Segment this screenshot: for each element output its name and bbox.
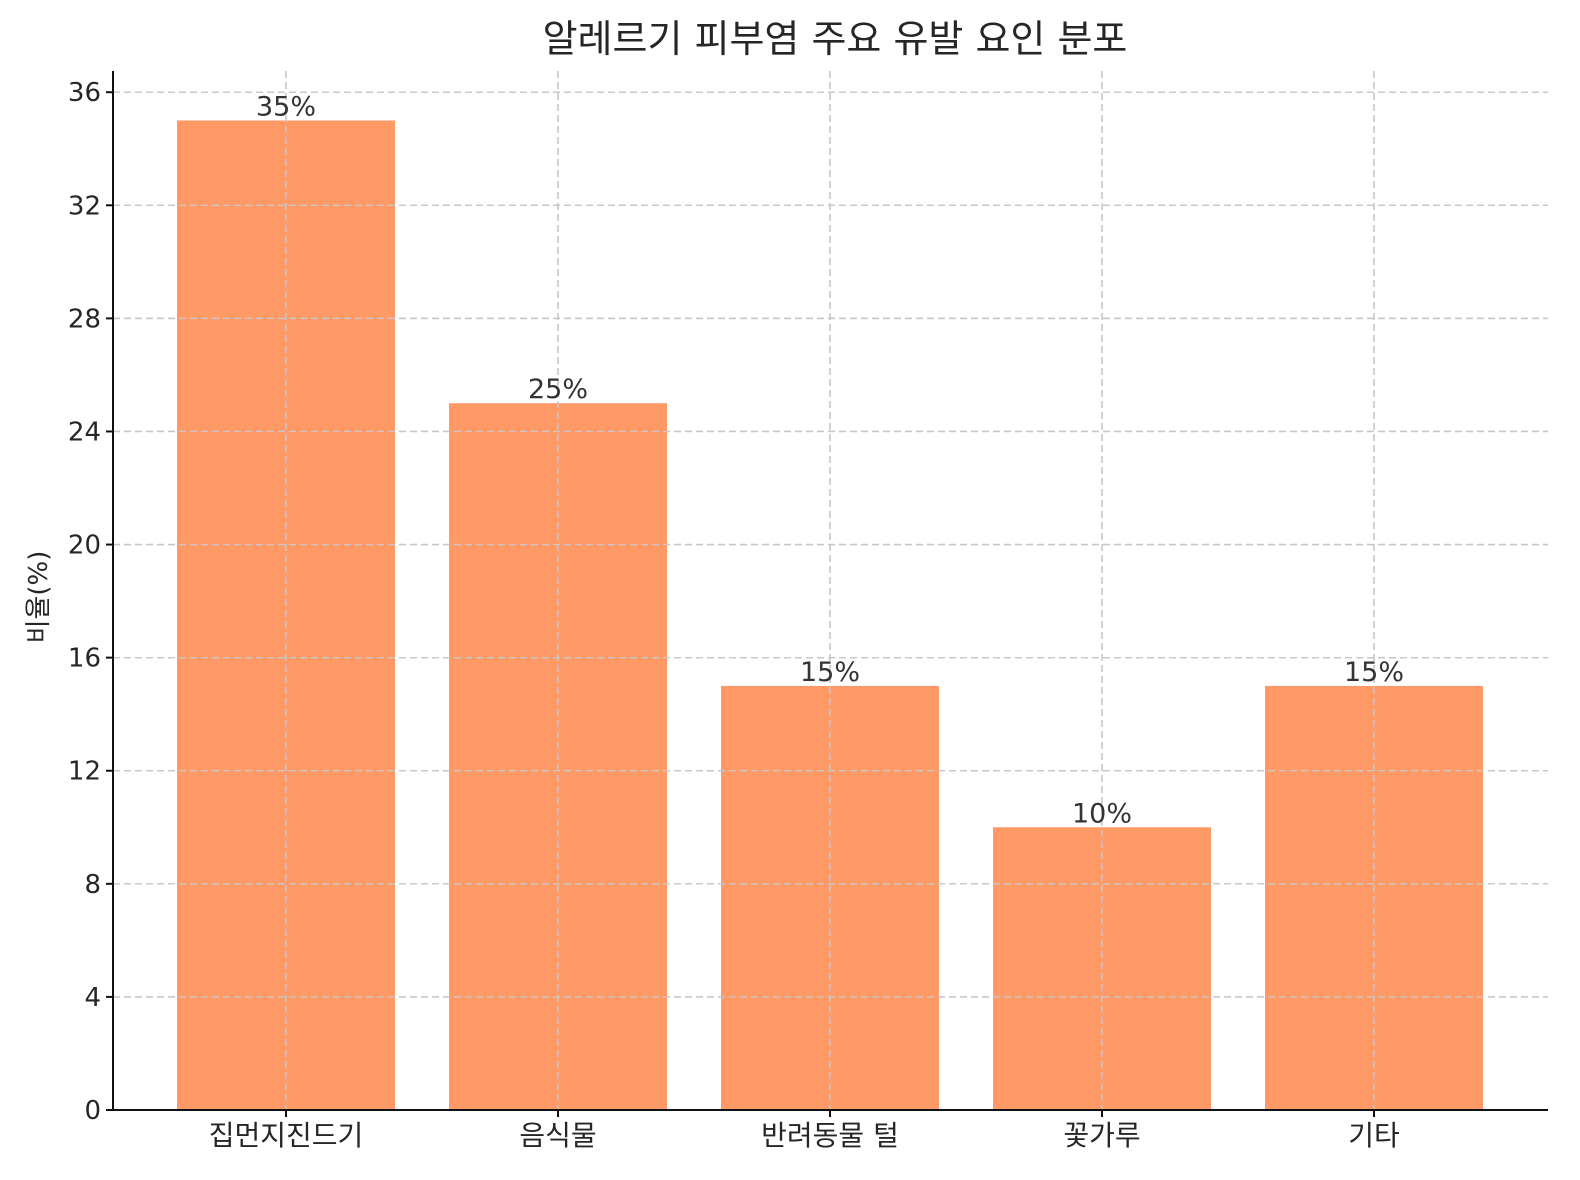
- y-tick-label: 12: [68, 757, 101, 787]
- y-tick-label: 28: [68, 304, 101, 334]
- data-label: 35%: [256, 91, 316, 122]
- x-tick-label: 꽃가루: [1063, 1119, 1140, 1152]
- x-tick-label: 반려동물 털: [761, 1119, 899, 1152]
- y-tick-label: 36: [68, 78, 101, 108]
- x-tick-label: 집먼지진드기: [209, 1119, 364, 1152]
- data-label: 25%: [528, 374, 588, 405]
- y-tick-label: 32: [68, 191, 101, 221]
- y-tick-label: 20: [68, 531, 101, 561]
- data-label: 15%: [800, 657, 860, 688]
- y-tick-label: 24: [68, 417, 101, 447]
- y-axis-ticks: 0 4 8 12 16 20 24 28 32 36: [68, 78, 1548, 1126]
- y-tick-label: 16: [68, 644, 101, 674]
- y-tick-label: 8: [84, 870, 101, 900]
- y-tick-label: 0: [84, 1096, 101, 1126]
- y-axis-label: 비율(%): [24, 551, 54, 644]
- chart-title: 알레르기 피부염 주요 유발 요인 분포: [543, 17, 1128, 61]
- data-label: 15%: [1344, 657, 1404, 688]
- data-label: 10%: [1072, 798, 1132, 829]
- x-tick-label: 기타: [1348, 1119, 1400, 1152]
- x-axis-ticks: 집먼지진드기 음식물 반려동물 털 꽃가루 기타: [209, 1110, 1400, 1152]
- axes: [112, 71, 1548, 1111]
- y-tick-label: 4: [84, 983, 101, 1013]
- data-labels: 35% 25% 15% 10% 15%: [256, 91, 1404, 829]
- x-tick-label: 음식물: [519, 1119, 596, 1152]
